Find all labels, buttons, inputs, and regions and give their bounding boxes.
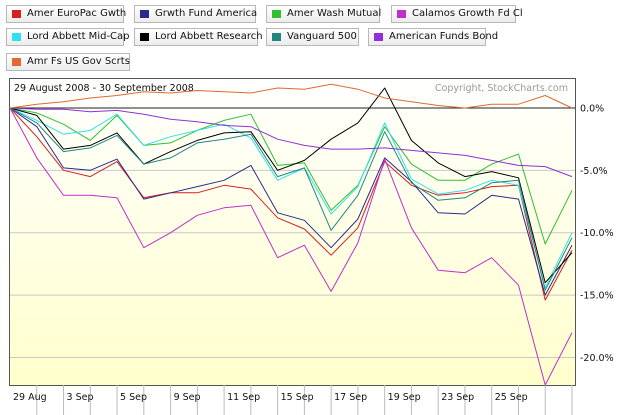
legend-label: Grwth Fund America (155, 8, 258, 19)
legend-label: Amr Fs US Gov Scrts (27, 56, 130, 67)
y-tick-label: -15.0% (580, 291, 614, 302)
chart-legend: Amer EuroPac Gwth Grwth Fund America Amer … (0, 0, 618, 76)
series-lines (9, 83, 573, 386)
x-tick-label: 11 Sep (227, 392, 260, 403)
legend-item-vanguard-500[interactable]: Vanguard 500 (266, 28, 359, 46)
legend-label: Vanguard 500 (287, 31, 357, 42)
legend-swatch (272, 33, 281, 41)
y-tick-label: -5.0% (580, 166, 608, 177)
legend-swatch (12, 33, 21, 41)
legend-item-calamos-growth-fd-cl[interactable]: Calamos Growth Fd Cl (391, 5, 523, 23)
x-tick-label: 25 Sep (495, 392, 528, 403)
x-axis: 29 Aug 3 Sep 5 Sep 9 Sep 11 Sep 15 Sep 17 Sep 1… (13, 392, 528, 403)
series-line-calamos-growth-fd-cl (9, 107, 573, 386)
legend-item-grwth-fund-america[interactable]: Grwth Fund America (134, 5, 258, 23)
x-tick-label: 29 Aug (13, 392, 47, 403)
legend-swatch (397, 10, 406, 18)
legend-item-lord-abbett-research[interactable]: Lord Abbett Research (134, 28, 263, 46)
x-tick-label: 19 Sep (388, 392, 421, 403)
legend-label: American Funds Bond (389, 31, 499, 42)
legend-swatch (12, 10, 21, 18)
line-chart: 29 August 2008 - 30 September 2008 Copyr… (9, 78, 614, 415)
legend-item-american-funds-bond[interactable]: American Funds Bond (368, 28, 498, 46)
series-line-lord-abbett-mid-cap (9, 107, 573, 289)
y-tick-label: -20.0% (580, 353, 614, 364)
legend-label: Amer EuroPac Gwth (27, 8, 127, 19)
x-axis-grid (36, 385, 573, 415)
series-line-amr-fs-us-gov-scrts (9, 83, 573, 109)
y-tick-label: -10.0% (580, 228, 614, 239)
legend-item-amr-fs-us-gov-scrts[interactable]: Amr Fs US Gov Scrts (6, 53, 130, 71)
y-tick-label: 0.0% (580, 103, 604, 114)
x-tick-label: 23 Sep (441, 392, 474, 403)
legend-swatch (140, 10, 149, 18)
legend-item-lord-abbett-mid-cap[interactable]: Lord Abbett Mid-Cap (6, 28, 130, 46)
x-tick-label: 9 Sep (174, 392, 201, 403)
x-tick-label: 3 Sep (67, 392, 94, 403)
legend-label: Calamos Growth Fd Cl (412, 8, 523, 19)
x-tick-label: 17 Sep (334, 392, 367, 403)
legend-swatch (140, 33, 149, 41)
legend-label: Amer Wash Mutual (287, 8, 382, 19)
legend-swatch (272, 10, 281, 18)
legend-item-amer-wash-mutual[interactable]: Amer Wash Mutual (266, 5, 382, 23)
series-line-amer-wash-mutual (9, 107, 573, 245)
series-line-grwth-fund-america (9, 107, 573, 296)
chart-subtitle: 29 August 2008 - 30 September 2008 (14, 83, 194, 94)
series-line-vanguard-500 (9, 107, 573, 291)
legend-swatch (12, 58, 21, 66)
series-line-lord-abbett-research (9, 87, 573, 284)
watermark: Copyright, StockCharts.com (435, 83, 568, 94)
y-axis: 0.0% -5.0% -10.0% -15.0% -20.0% (580, 103, 614, 364)
legend-label: Lord Abbett Mid-Cap (27, 31, 130, 42)
series-line-amer-europac-gwth (9, 107, 573, 301)
series-line-american-funds-bond (9, 107, 573, 178)
legend-label: Lord Abbett Research (155, 31, 263, 42)
x-tick-label: 5 Sep (120, 392, 147, 403)
legend-swatch (374, 33, 383, 41)
legend-item-amer-europac-gwth[interactable]: Amer EuroPac Gwth (6, 5, 127, 23)
x-tick-label: 15 Sep (281, 392, 314, 403)
